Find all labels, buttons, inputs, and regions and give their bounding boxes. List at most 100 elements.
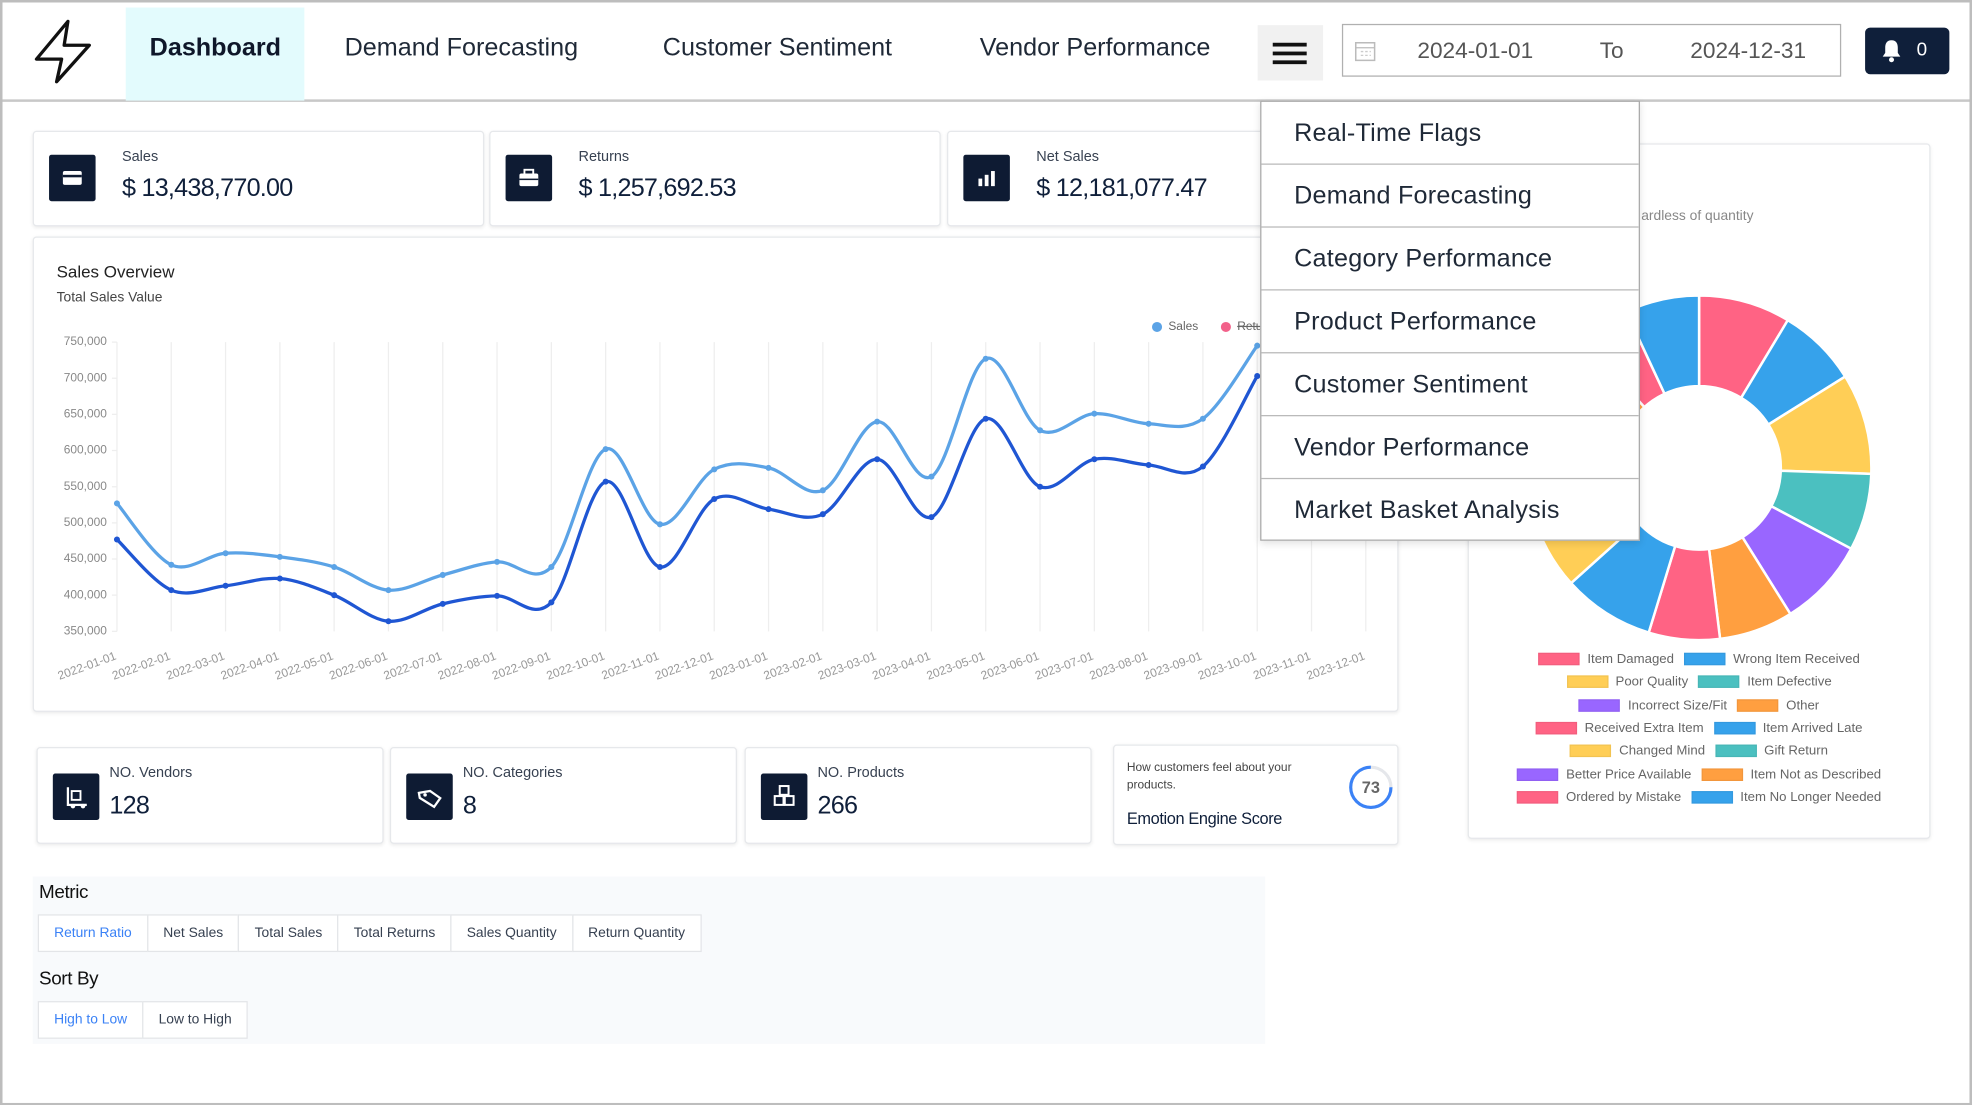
stat-label: NO. Products xyxy=(817,765,905,782)
stat-label: NO. Vendors xyxy=(109,765,193,782)
sort-label: Sort By xyxy=(38,968,99,990)
legend-row: Incorrect Size/Fit Other xyxy=(1468,694,1931,717)
data-point xyxy=(1199,415,1206,422)
calendar-icon xyxy=(1354,42,1376,62)
data-point xyxy=(276,553,283,560)
legend-row: Poor Quality Item Defective xyxy=(1468,671,1931,694)
legend-swatch xyxy=(1538,652,1580,666)
stat-card: NO. Products 266 xyxy=(744,747,1092,844)
data-point xyxy=(113,536,120,543)
hamburger-button[interactable] xyxy=(1257,25,1324,81)
legend-swatch xyxy=(1684,652,1726,666)
legend-item: Gift Return xyxy=(1715,744,1828,759)
option-button[interactable]: Return Ratio xyxy=(37,914,149,953)
nav-tab[interactable]: Customer Sentiment xyxy=(662,33,893,62)
emotion-description: How customers feel about your products. xyxy=(1126,760,1292,793)
kpi-label: Sales xyxy=(121,149,159,165)
option-button[interactable]: Low to High xyxy=(142,1001,248,1039)
legend-row: Better Price Available Item Not as Descri… xyxy=(1468,763,1931,786)
legend-swatch xyxy=(1691,790,1733,804)
notifications-button[interactable]: 0 xyxy=(1865,27,1950,75)
legend-label: Item Not as Described xyxy=(1750,766,1882,782)
x-tick-label: 2022-07-01 xyxy=(382,649,445,683)
x-tick-label: 2023-11-01 xyxy=(1251,649,1313,683)
legend-row: Received Extra Item Item Arrived Late xyxy=(1468,717,1931,740)
data-point xyxy=(1199,463,1206,470)
data-point xyxy=(874,418,881,425)
data-point xyxy=(548,599,555,606)
y-tick-label: 700,000 xyxy=(64,370,108,384)
legend-swatch xyxy=(1698,675,1740,689)
date-range[interactable]: 2024-01-01 To 2024-12-31 xyxy=(1341,23,1842,77)
logo[interactable] xyxy=(30,18,95,86)
data-point xyxy=(113,500,120,507)
legend-item: Item Damaged xyxy=(1538,652,1674,667)
x-tick-label: 2023-05-01 xyxy=(925,649,988,683)
date-to: 2024-12-31 xyxy=(1690,37,1807,63)
x-tick-label: 2023-07-01 xyxy=(1033,649,1096,683)
y-tick-label: 750,000 xyxy=(64,334,108,348)
legend-swatch xyxy=(1715,744,1757,758)
data-point xyxy=(331,592,338,599)
nav-tab[interactable]: Dashboard xyxy=(125,7,305,101)
series-line xyxy=(115,344,1259,592)
legend-label: Other xyxy=(1786,697,1820,713)
kpi-value: $ 12,181,077.47 xyxy=(1036,174,1207,203)
menu-item[interactable]: Category Performance xyxy=(1261,228,1639,291)
bell-icon xyxy=(1882,40,1901,63)
legend-label: Gift Return xyxy=(1764,743,1829,759)
kpi-icon xyxy=(49,154,96,202)
data-point xyxy=(276,575,283,582)
legend-label: Better Price Available xyxy=(1566,766,1692,782)
legend-item: Received Extra Item xyxy=(1535,720,1704,736)
legend-label: Ordered by Mistake xyxy=(1565,789,1682,805)
legend-swatch xyxy=(1516,790,1559,804)
donut-slice xyxy=(1624,294,1701,396)
option-button[interactable]: Total Sales xyxy=(238,914,339,953)
icon-glyph xyxy=(66,787,87,809)
menu-item[interactable]: Real-Time Flags xyxy=(1261,102,1639,165)
menu-item[interactable]: Market Basket Analysis xyxy=(1261,479,1638,539)
metric-options: Return Ratio Net Sales Total Sales Total Re… xyxy=(37,914,702,953)
data-point xyxy=(1091,410,1098,417)
y-tick-label: 550,000 xyxy=(64,479,108,493)
stat-value: 8 xyxy=(462,792,477,820)
nav-tab[interactable]: Demand Forecasting xyxy=(344,33,579,62)
data-point xyxy=(602,446,609,453)
data-point xyxy=(1254,342,1261,349)
legend-swatch xyxy=(1570,744,1612,758)
legend-label: Item Defective xyxy=(1747,674,1832,690)
option-button[interactable]: Sales Quantity xyxy=(450,914,574,953)
data-point xyxy=(168,587,175,594)
donut-legend: Item Damaged Wrong Item Received Poor Qual… xyxy=(1468,648,1931,809)
legend-item: Item Defective xyxy=(1698,674,1832,690)
data-point xyxy=(1037,483,1044,490)
stat-icon xyxy=(406,773,453,820)
x-tick-label: 2023-12-01 xyxy=(1305,649,1368,683)
data-point xyxy=(168,561,175,568)
data-point xyxy=(439,600,446,607)
option-button[interactable]: High to Low xyxy=(37,1001,144,1039)
dropdown-menu: Real-Time Flags Demand Forecasting Categor… xyxy=(1260,100,1640,541)
legend-label: Received Extra Item xyxy=(1584,720,1704,736)
sales-overview-card xyxy=(32,236,1399,712)
kpi-value: $ 1,257,692.53 xyxy=(578,174,737,203)
legend-row: Item Damaged Wrong Item Received xyxy=(1468,648,1931,671)
nav-tab[interactable]: Vendor Performance xyxy=(979,33,1211,62)
menu-item[interactable]: Product Performance xyxy=(1261,291,1639,354)
option-button[interactable]: Return Quantity xyxy=(571,914,702,953)
option-button[interactable]: Total Returns xyxy=(337,914,452,953)
menu-item[interactable]: Vendor Performance xyxy=(1261,416,1639,480)
date-from: 2024-01-01 xyxy=(1417,37,1534,63)
menu-item[interactable]: Customer Sentiment xyxy=(1261,353,1639,417)
legend-label: Poor Quality xyxy=(1615,674,1689,690)
legend-swatch xyxy=(1566,675,1608,689)
data-point xyxy=(711,466,718,473)
menu-item[interactable]: Demand Forecasting xyxy=(1261,165,1639,228)
data-point xyxy=(1145,461,1152,469)
date-separator: To xyxy=(1599,37,1624,63)
data-point xyxy=(656,563,663,570)
option-button[interactable]: Net Sales xyxy=(146,914,240,953)
data-point xyxy=(385,587,392,594)
y-tick-label: 500,000 xyxy=(64,515,108,529)
